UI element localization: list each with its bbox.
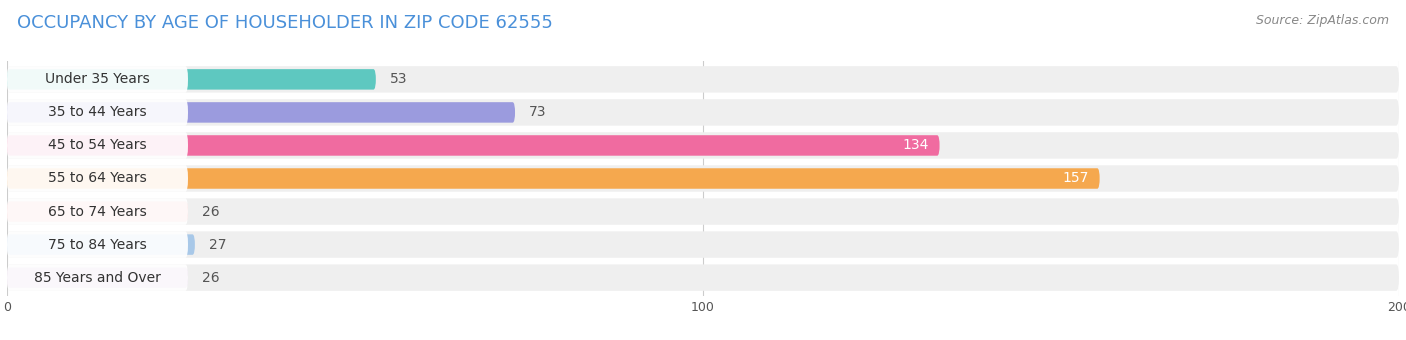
FancyBboxPatch shape bbox=[7, 102, 515, 123]
FancyBboxPatch shape bbox=[7, 168, 1099, 189]
FancyBboxPatch shape bbox=[7, 132, 188, 159]
Text: 157: 157 bbox=[1063, 171, 1090, 186]
FancyBboxPatch shape bbox=[7, 201, 188, 222]
FancyBboxPatch shape bbox=[7, 135, 939, 156]
Text: 65 to 74 Years: 65 to 74 Years bbox=[48, 205, 146, 219]
Text: 26: 26 bbox=[202, 271, 219, 285]
FancyBboxPatch shape bbox=[7, 265, 188, 291]
Text: 73: 73 bbox=[529, 105, 547, 119]
FancyBboxPatch shape bbox=[7, 132, 1399, 159]
Text: 45 to 54 Years: 45 to 54 Years bbox=[48, 138, 146, 152]
FancyBboxPatch shape bbox=[7, 198, 188, 225]
Text: Source: ZipAtlas.com: Source: ZipAtlas.com bbox=[1256, 14, 1389, 27]
FancyBboxPatch shape bbox=[7, 198, 1399, 225]
Text: 27: 27 bbox=[209, 238, 226, 252]
FancyBboxPatch shape bbox=[7, 231, 1399, 258]
FancyBboxPatch shape bbox=[7, 66, 188, 92]
FancyBboxPatch shape bbox=[7, 265, 1399, 291]
FancyBboxPatch shape bbox=[7, 66, 1399, 92]
FancyBboxPatch shape bbox=[7, 165, 188, 192]
Text: 134: 134 bbox=[903, 138, 929, 152]
FancyBboxPatch shape bbox=[7, 69, 375, 90]
Text: 85 Years and Over: 85 Years and Over bbox=[34, 271, 160, 285]
Text: 26: 26 bbox=[202, 205, 219, 219]
Text: 35 to 44 Years: 35 to 44 Years bbox=[48, 105, 146, 119]
Text: OCCUPANCY BY AGE OF HOUSEHOLDER IN ZIP CODE 62555: OCCUPANCY BY AGE OF HOUSEHOLDER IN ZIP C… bbox=[17, 14, 553, 32]
FancyBboxPatch shape bbox=[7, 99, 1399, 126]
Text: 53: 53 bbox=[389, 72, 408, 86]
Text: 75 to 84 Years: 75 to 84 Years bbox=[48, 238, 146, 252]
FancyBboxPatch shape bbox=[7, 165, 1399, 192]
FancyBboxPatch shape bbox=[7, 99, 188, 126]
FancyBboxPatch shape bbox=[7, 234, 195, 255]
FancyBboxPatch shape bbox=[7, 231, 188, 258]
Text: Under 35 Years: Under 35 Years bbox=[45, 72, 150, 86]
FancyBboxPatch shape bbox=[7, 267, 188, 288]
Text: 55 to 64 Years: 55 to 64 Years bbox=[48, 171, 146, 186]
